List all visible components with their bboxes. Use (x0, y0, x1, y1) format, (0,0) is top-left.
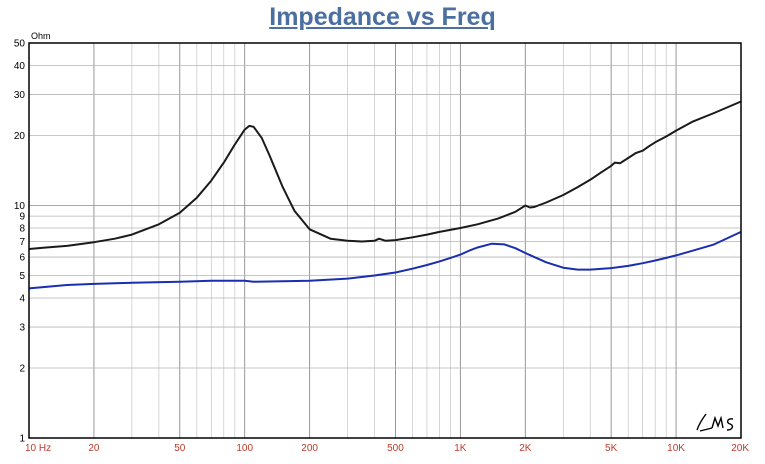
plot-frame (28, 42, 742, 439)
chart-title: Impedance vs Freq (269, 3, 496, 31)
y-tick-label: 5 (19, 271, 25, 282)
y-tick-label: 50 (14, 39, 26, 50)
y-tick-label: 9 (19, 212, 25, 223)
series-line-2 (28, 230, 742, 290)
y-tick-label: 3 (19, 323, 25, 334)
y-tick-label: 2 (19, 364, 25, 375)
x-tick-label: 5K (605, 443, 618, 454)
y-tick-label: 1 (19, 434, 25, 445)
x-tick-label: 200 (301, 443, 318, 454)
grid-lines (28, 43, 742, 438)
y-tick-label: 40 (14, 61, 26, 72)
x-tick-label: 100 (236, 443, 253, 454)
y-tick-label: 4 (19, 294, 25, 305)
x-tick-label: 50 (174, 443, 186, 454)
x-tick-label: 10K (667, 443, 685, 454)
y-tick-label: 7 (19, 237, 25, 248)
y-tick-label: 8 (19, 224, 25, 235)
y-tick-label: 20 (14, 131, 26, 142)
series-layer (28, 100, 742, 290)
lms-signature (696, 413, 734, 432)
y-tick-label: 10 (14, 201, 26, 212)
series-line-1 (28, 100, 742, 250)
x-tick-label: 2K (519, 443, 532, 454)
x-tick-labels: 10 Hz 20 50 100 200 500 1K 2K 5K 10K 20K (25, 443, 749, 454)
y-tick-label: 6 (19, 253, 25, 264)
x-tick-label: 10 Hz (25, 443, 51, 454)
y-unit-label: Ohm (31, 31, 51, 41)
x-tick-label: 500 (387, 443, 404, 454)
x-tick-label: 20K (731, 443, 749, 454)
y-tick-label: 30 (14, 90, 26, 101)
x-tick-label: 1K (454, 443, 467, 454)
x-tick-label: 20 (88, 443, 100, 454)
